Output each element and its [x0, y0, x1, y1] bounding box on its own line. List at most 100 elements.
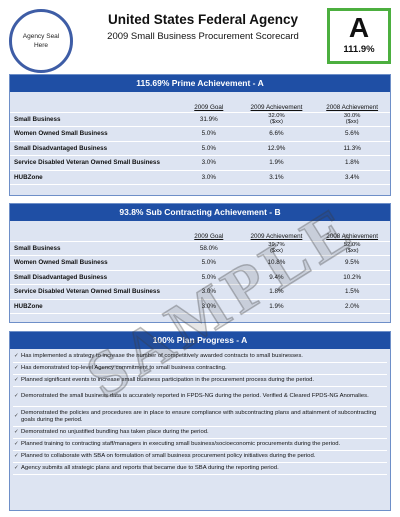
achievement-2009-value-text: 1.8%: [269, 288, 284, 296]
achievement-2008-value-text: 3.4%: [344, 173, 360, 181]
achievement-2008-value-text: 9.5%: [344, 259, 360, 267]
table-row: Women Owned Small Business 5.0% 10.8% 9.5%: [10, 255, 390, 271]
achievement-2009-value-amount: ($xx): [270, 248, 283, 255]
list-item: ✓ Demonstrated no unjustified bundling ha…: [13, 427, 387, 439]
category-label: Women Owned Small Business: [10, 255, 179, 271]
category-label: Small Disadvantaged Business: [10, 270, 179, 285]
goal-value: 3.0%: [178, 299, 239, 314]
overall-grade-letter: A: [348, 12, 370, 43]
achievement-2009-value: 1.9%: [238, 155, 315, 171]
achievement-2008-value: 52.0% ($xx): [314, 240, 390, 256]
category-label-text: Small Business: [14, 115, 61, 123]
table-row: Small Disadvantaged Business 5.0% 12.9% 11.…: [10, 141, 390, 156]
achievement-2008-value: 1.5%: [314, 284, 390, 300]
achievement-2009-value: 39.7% ($xx): [238, 240, 315, 256]
achievement-2008-value-text: 11.3%: [343, 144, 361, 152]
subcontracting-achievement-section: 93.8% Sub Contracting Achievement - B 20…: [9, 203, 391, 323]
category-label-text: HUBZone: [14, 302, 43, 310]
check-icon: ✓: [14, 413, 19, 419]
check-icon: ✓: [14, 441, 19, 447]
achievement-2008-value: 3.4%: [314, 170, 390, 185]
achievement-2009-value-text: 9.4%: [269, 273, 284, 281]
check-icon: ✓: [14, 453, 19, 459]
category-label: Women Owned Small Business: [10, 126, 179, 142]
goal-value: 3.0%: [178, 155, 239, 171]
plan-progress-section: 100% Plan Progress - A ✓ Has implemented …: [9, 331, 391, 511]
achievement-2009-value-text: 10.8%: [267, 259, 286, 267]
column-header-category: [10, 221, 179, 241]
prime-achievement-table: 2009 Goal 2009 Achievement 2008 Achievem…: [10, 92, 390, 185]
goal-value: 5.0%: [178, 141, 239, 156]
achievement-2009-value-text: 39.7%: [268, 241, 285, 248]
plan-item-text: Demonstrated no unjustified bundling has…: [21, 429, 209, 435]
seal-text: Agency Seal Here: [22, 33, 60, 49]
goal-value: 5.0%: [178, 126, 239, 142]
goal-value: 31.9%: [178, 111, 239, 127]
achievement-2009-value: 3.1%: [238, 170, 315, 185]
achievement-2008-value-text: 2.0%: [344, 302, 360, 310]
achievement-2008-value: 5.6%: [314, 126, 390, 142]
achievement-2009-value: 1.8%: [238, 284, 315, 300]
goal-value-text: 3.0%: [201, 159, 216, 167]
category-label: Service Disabled Veteran Owned Small Bus…: [10, 155, 179, 171]
check-icon: ✓: [14, 465, 19, 471]
category-label-text: Women Owned Small Business: [14, 259, 108, 267]
category-label-text: HUBZone: [14, 173, 43, 181]
goal-value-text: 5.0%: [201, 130, 216, 138]
achievement-2009-value-text: 32.0%: [268, 112, 285, 119]
achievement-2008-value-text: 1.5%: [344, 288, 360, 296]
table-row: Service Disabled Veteran Owned Small Bus…: [10, 284, 390, 300]
achievement-2008-value: 9.5%: [314, 255, 390, 271]
plan-progress-title: 100% Plan Progress - A: [10, 332, 390, 349]
column-header-2008: 2008 Achievement: [326, 103, 379, 111]
category-label-text: Service Disabled Veteran Owned Small Bus…: [14, 159, 160, 167]
goal-value-text: 5.0%: [201, 273, 216, 281]
achievement-2009-value: 32.0% ($xx): [238, 111, 315, 127]
achievement-2009-value: 10.8%: [238, 255, 315, 271]
check-icon: ✓: [14, 365, 19, 371]
page-subtitle: 2009 Small Business Procurement Scorecar…: [107, 31, 299, 42]
column-header-2009: 2009 Achievement: [250, 232, 303, 240]
table-row: HUBZone 3.0% 3.1% 3.4%: [10, 170, 390, 185]
check-icon: ✓: [14, 353, 19, 359]
category-label-text: Service Disabled Veteran Owned Small Bus…: [14, 288, 160, 296]
category-label: Service Disabled Veteran Owned Small Bus…: [10, 284, 179, 300]
goal-value-text: 58.0%: [199, 244, 218, 252]
goal-value: 58.0%: [178, 240, 239, 256]
achievement-2009-value-text: 6.6%: [269, 130, 284, 138]
overall-grade-box: A 111.9%: [327, 8, 391, 64]
plan-item-text: Has implemented a strategy to increase t…: [21, 353, 303, 359]
plan-item-text: Planned to collaborate with SBA on formu…: [21, 453, 316, 459]
achievement-2009-value: 12.9%: [238, 141, 315, 156]
achievement-2008-value: 30.0% ($xx): [314, 111, 390, 127]
achievement-2008-value-text: 10.2%: [343, 273, 362, 281]
page-title: United States Federal Agency: [107, 12, 299, 27]
achievement-2009-value: 9.4%: [238, 270, 315, 285]
goal-value: 3.0%: [178, 284, 239, 300]
achievement-2009-value-text: 12.9%: [267, 144, 286, 152]
goal-value: 3.0%: [178, 170, 239, 185]
goal-value: 5.0%: [178, 270, 239, 285]
overall-grade-percent: 111.9%: [343, 44, 375, 55]
category-label: HUBZone: [10, 170, 179, 185]
achievement-2008-value-text: 5.6%: [344, 130, 360, 138]
table-row: HUBZone 3.0% 1.9% 2.0%: [10, 299, 390, 314]
plan-item-text: Planned training to contracting staff/ma…: [21, 441, 341, 447]
column-header-2009: 2009 Achievement: [250, 103, 303, 111]
achievement-2008-value-amount: ($xx): [345, 119, 359, 126]
table-row: Small Business 31.9% 32.0% ($xx) 30.0% ($xx): [10, 111, 390, 127]
goal-value-text: 5.0%: [201, 259, 216, 267]
subcontracting-achievement-title: 93.8% Sub Contracting Achievement - B: [10, 204, 390, 221]
goal-value-text: 3.0%: [201, 173, 216, 181]
list-item: ✓ Agency submits all strategic plans and …: [13, 463, 387, 475]
achievement-2009-value-text: 1.9%: [269, 159, 284, 167]
achievement-2009-value-text: 3.1%: [269, 173, 284, 181]
subcontracting-achievement-table: 2009 Goal 2009 Achievement 2008 Achievem…: [10, 221, 390, 314]
prime-achievement-section: 115.69% Prime Achievement - A 2009 Goal …: [9, 74, 391, 196]
list-item: ✓ Planned significant events to increase …: [13, 375, 387, 387]
goal-value-text: 3.0%: [201, 288, 216, 296]
table-row: Women Owned Small Business 5.0% 6.6% 5.6%: [10, 126, 390, 142]
goal-value-text: 5.0%: [201, 144, 216, 152]
achievement-2008-value-text: 1.8%: [344, 159, 360, 167]
category-label-text: Women Owned Small Business: [14, 130, 108, 138]
